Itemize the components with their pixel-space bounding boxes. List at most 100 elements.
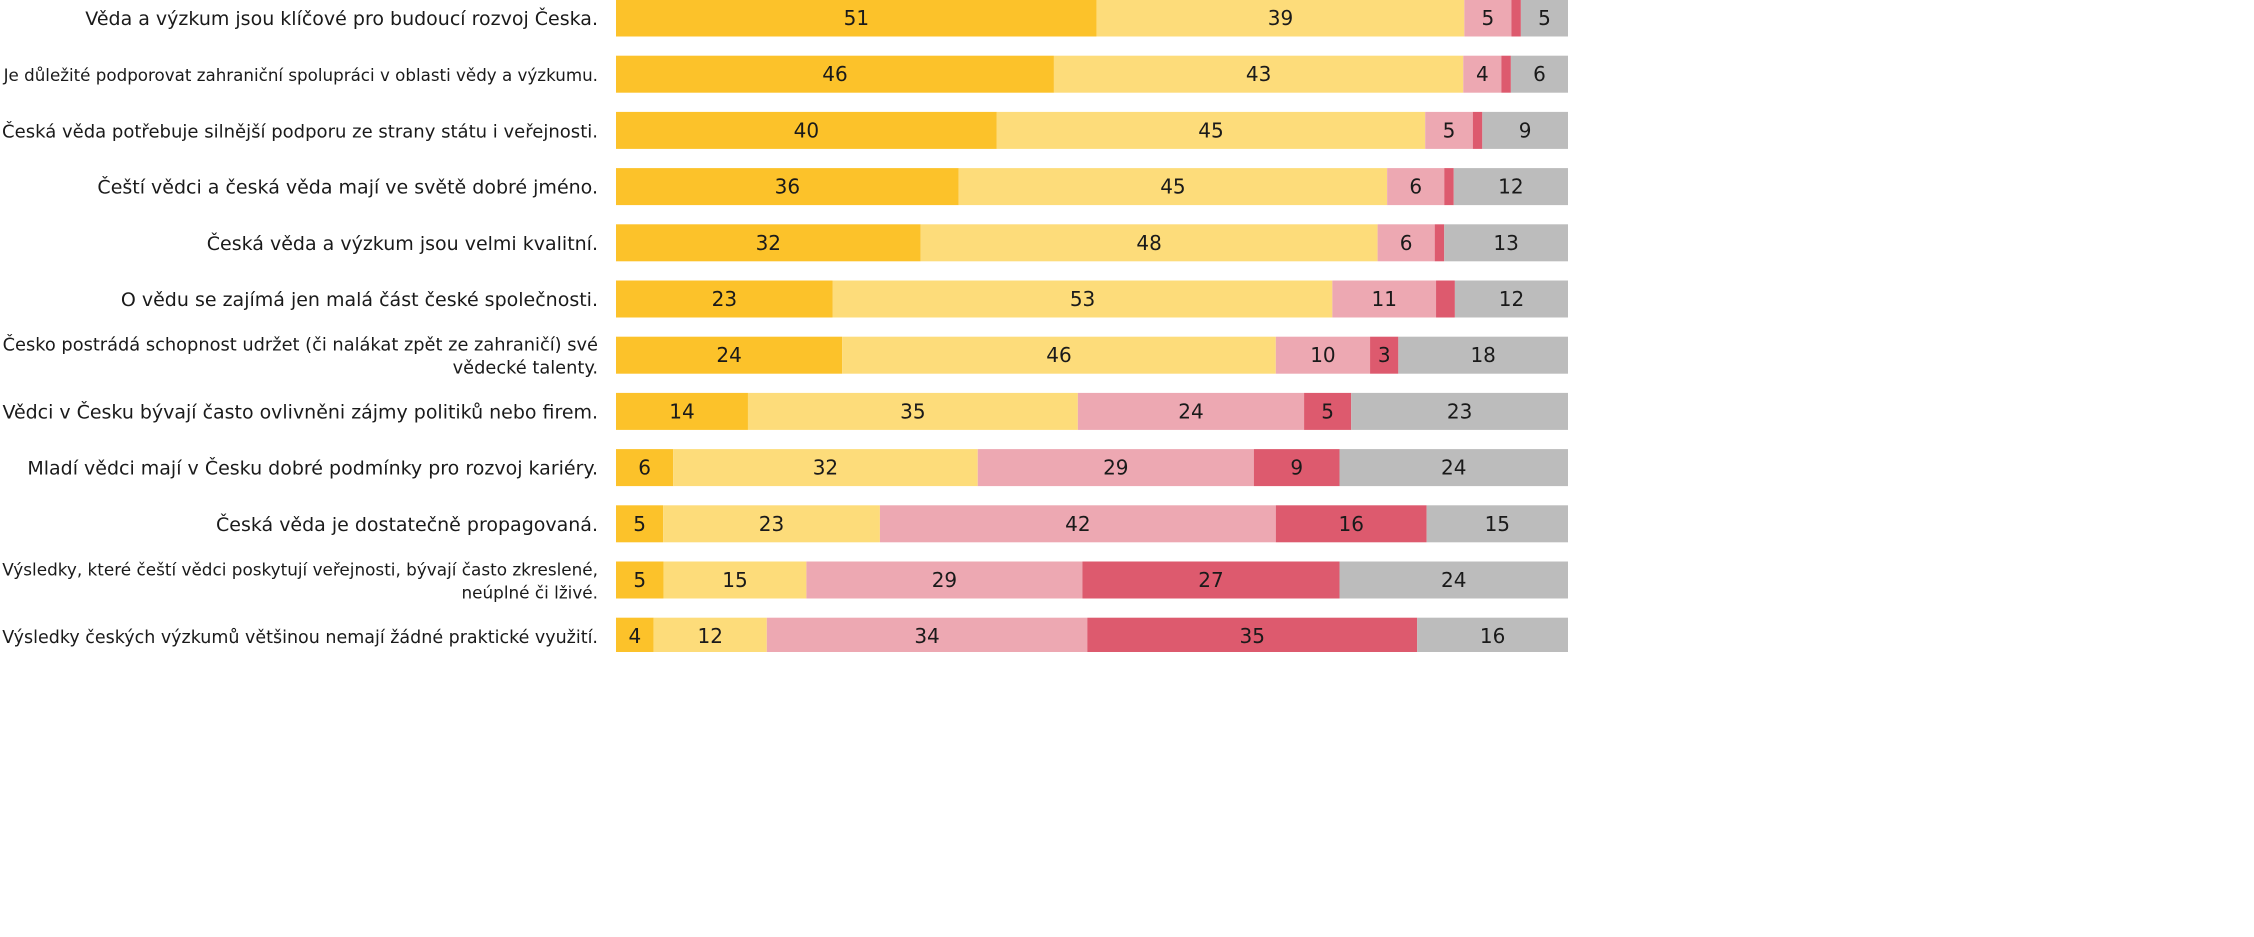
bar-segment xyxy=(1444,224,1568,262)
bar-value-label: 5 xyxy=(633,512,646,536)
bar-segment xyxy=(616,111,997,149)
bar-value-label: 43 xyxy=(1246,62,1271,86)
bars-layer xyxy=(616,0,1568,652)
bar-value-label: 53 xyxy=(1070,287,1095,311)
bar-segment xyxy=(663,561,807,599)
bar-value-label: 39 xyxy=(1268,6,1293,30)
bar-segment xyxy=(1398,336,1568,374)
bar-segment xyxy=(1370,336,1399,374)
bar-value-label: 5 xyxy=(1482,6,1495,30)
bar-segment xyxy=(616,0,1097,37)
bar-value-label: 34 xyxy=(914,624,939,648)
bar-segment xyxy=(1275,336,1371,374)
bar-segment xyxy=(920,224,1378,262)
category-label-line: Česko postrádá schopnost udržet (či nalá… xyxy=(3,334,598,356)
bar-value-label: 5 xyxy=(1443,118,1456,142)
bar-segment xyxy=(1510,55,1568,93)
category-label-line: Česká věda je dostatečně propagovaná. xyxy=(216,512,598,536)
bar-segment xyxy=(1426,505,1568,543)
bar-segment xyxy=(1087,617,1418,652)
category-label: Výsledky, které čeští vědci poskytují ve… xyxy=(2,560,598,603)
category-label: Česko postrádá schopnost udržet (či nalá… xyxy=(3,334,598,379)
bar-value-label: 35 xyxy=(1240,624,1265,648)
bar-segment xyxy=(1436,280,1455,318)
bar-value-label: 32 xyxy=(756,231,781,255)
bar-value-label: 6 xyxy=(1533,62,1546,86)
bar-segment xyxy=(616,561,664,599)
bar-value-label: 27 xyxy=(1198,568,1223,592)
stacked-bar-chart: Věda a výzkum jsou klíčové pro budoucí r… xyxy=(2,0,1568,652)
bar-segment xyxy=(616,168,959,206)
bar-segment xyxy=(616,505,664,543)
category-label-line: Vědci v Česku bývají často ovlivněni záj… xyxy=(2,399,598,423)
bar-value-label: 13 xyxy=(1493,231,1518,255)
bar-segment xyxy=(1332,280,1437,318)
bar-value-label: 23 xyxy=(759,512,784,536)
bar-value-label: 6 xyxy=(638,456,651,480)
bar-segment xyxy=(1377,224,1435,262)
bar-segment xyxy=(1417,617,1568,652)
category-label: Mladí vědci mají v Česku dobré podmínky … xyxy=(27,456,598,480)
bar-value-label: 12 xyxy=(698,624,723,648)
bar-value-label: 42 xyxy=(1065,512,1090,536)
category-label: Čeští vědci a česká věda mají ve světě d… xyxy=(97,175,598,199)
bar-segment xyxy=(1453,168,1568,206)
category-label: Je důležité podporovat zahraniční spolup… xyxy=(3,65,598,85)
bar-value-label: 5 xyxy=(633,568,646,592)
bar-segment xyxy=(1387,168,1445,206)
bar-segment xyxy=(1425,111,1473,149)
category-label-line: Mladí vědci mají v Česku dobré podmínky … xyxy=(27,456,598,480)
bar-value-label: 14 xyxy=(669,399,694,423)
bar-segment xyxy=(673,449,978,487)
bar-segment xyxy=(1053,55,1464,93)
bar-segment xyxy=(1434,224,1445,262)
bar-segment xyxy=(663,505,880,543)
bar-value-label: 24 xyxy=(1178,399,1203,423)
bar-value-label: 9 xyxy=(1519,118,1532,142)
bar-value-label: 23 xyxy=(1447,399,1472,423)
bar-value-label: 35 xyxy=(900,399,925,423)
category-label: O vědu se zajímá jen malá část české spo… xyxy=(121,289,598,311)
category-label-line: Výsledky českých výzkumů většinou nemají… xyxy=(2,628,598,648)
bar-value-label: 11 xyxy=(1371,287,1396,311)
bar-segment xyxy=(766,617,1088,652)
bar-value-label: 51 xyxy=(844,6,869,30)
bar-value-label: 23 xyxy=(712,287,737,311)
category-label: Výsledky českých výzkumů většinou nemají… xyxy=(2,628,598,648)
bar-segment xyxy=(1454,280,1568,318)
bar-value-label: 32 xyxy=(813,456,838,480)
category-label-line: Čeští vědci a česká věda mají ve světě d… xyxy=(97,175,598,199)
bar-value-label: 29 xyxy=(1103,456,1128,480)
bar-segment xyxy=(1464,0,1512,37)
bar-segment xyxy=(1304,392,1352,430)
bar-value-label: 5 xyxy=(1538,6,1551,30)
bar-value-label: 3 xyxy=(1378,343,1391,367)
category-labels-layer: Věda a výzkum jsou klíčové pro budoucí r… xyxy=(2,6,598,648)
bar-segment xyxy=(1472,111,1483,149)
bar-value-label: 15 xyxy=(1485,512,1510,536)
bar-value-label: 36 xyxy=(775,175,800,199)
bar-segment xyxy=(1339,561,1568,599)
category-label-line: Česká věda a výzkum jsou velmi kvalitní. xyxy=(207,231,598,255)
bar-segment xyxy=(879,505,1276,543)
bar-value-label: 48 xyxy=(1136,231,1161,255)
bar-value-label: 24 xyxy=(1441,568,1466,592)
category-label-line: Je důležité podporovat zahraniční spolup… xyxy=(3,65,598,85)
category-label: Česká věda je dostatečně propagovaná. xyxy=(216,512,598,536)
bar-value-label: 9 xyxy=(1290,456,1303,480)
bar-segment xyxy=(1482,111,1568,149)
bar-value-label: 18 xyxy=(1470,343,1495,367)
bar-segment xyxy=(832,280,1333,318)
bar-segment xyxy=(996,111,1426,149)
bar-segment xyxy=(1253,449,1340,487)
bar-value-label: 16 xyxy=(1480,624,1505,648)
bar-segment xyxy=(1339,449,1568,487)
bar-value-label: 45 xyxy=(1198,118,1223,142)
bar-value-label: 40 xyxy=(794,118,819,142)
category-label-line: vědecké talenty. xyxy=(453,358,598,379)
category-label-line: Česká věda potřebuje silnější podporu ze… xyxy=(2,120,598,142)
bar-segment xyxy=(1463,55,1502,93)
category-label-line: Výsledky, které čeští vědci poskytují ve… xyxy=(2,560,598,580)
category-label: Česká věda a výzkum jsou velmi kvalitní. xyxy=(207,231,598,255)
